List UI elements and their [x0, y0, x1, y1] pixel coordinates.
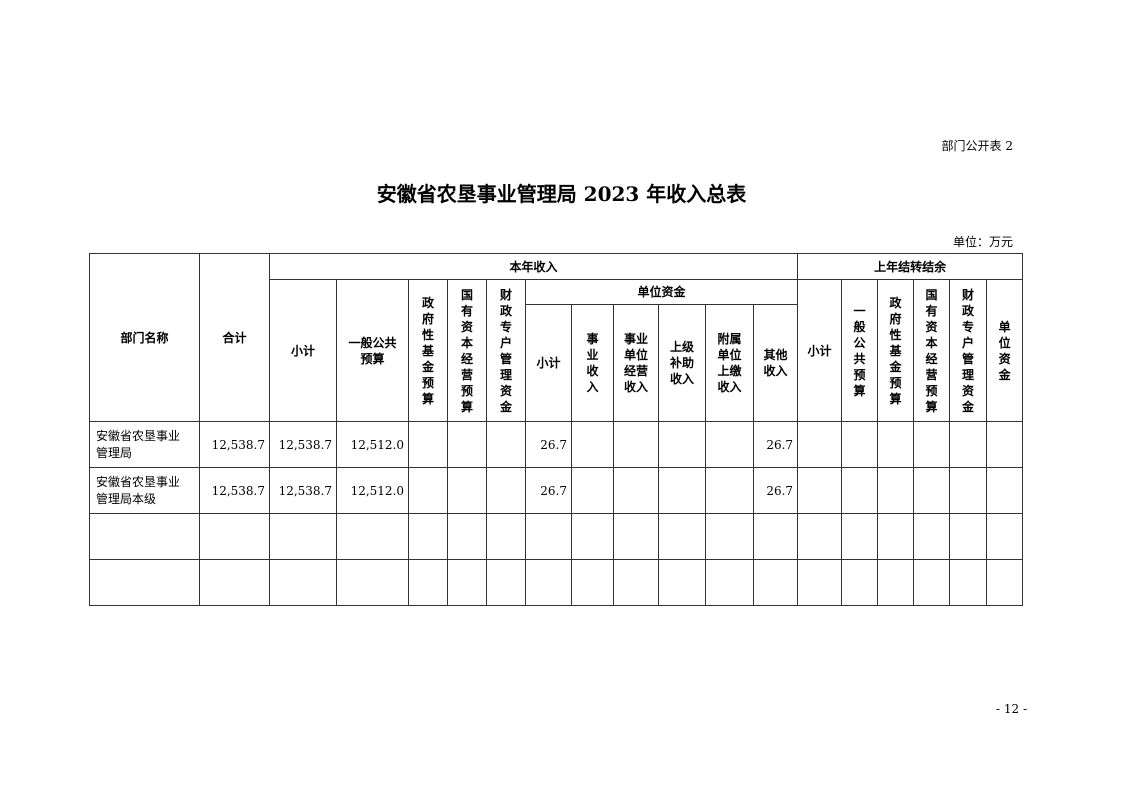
dept-name: 安徽省农垦事业 管理局: [89, 421, 200, 468]
header-uf-affiliated: 附属 单位 上缴 收入: [705, 304, 754, 422]
header-cur-special: 财 政 专 户 管 理 资 金: [486, 279, 526, 422]
uf-other: 26.7: [752, 421, 799, 468]
header-cur-gov-fund: 政 府 性 基 金 预 算: [408, 279, 448, 422]
cur-general: 12,512.0: [336, 467, 409, 514]
header-uf-subtotal: 小计: [525, 304, 572, 422]
unit-label: 单位：万元: [952, 235, 1013, 249]
header-cur-state-capital: 国 有 资 本 经 营 预 算: [447, 279, 487, 422]
table-row: 安徽省农垦事业 管理局 12,538.7 12,538.7 12,512.0 2…: [89, 421, 1024, 468]
dept-name: 安徽省农垦事业 管理局本级: [89, 467, 200, 514]
empty-row: [89, 513, 1024, 560]
header-dept-name: 部门名称: [89, 253, 200, 422]
header-uf-operating: 事业 单位 经营 收入: [613, 304, 659, 422]
page-title: 安徽省农垦事业管理局 2023 年收入总表: [376, 182, 747, 206]
uf-subtotal: 26.7: [525, 467, 572, 514]
table-number-label: 部门公开表 2: [941, 139, 1013, 153]
header-prior-carryover: 上年结转结余: [797, 253, 1024, 280]
header-cur-general: 一般公共 预算: [336, 279, 409, 422]
table-row: 安徽省农垦事业 管理局本级 12,538.7 12,538.7 12,512.0…: [89, 467, 1024, 514]
income-summary-table: 部门名称 合计 本年收入 上年结转结余 小计 一般公共 预算 政 府 性 基 金…: [89, 253, 1024, 606]
empty-row: [89, 559, 1024, 606]
uf-other: 26.7: [752, 467, 799, 514]
header-current-income: 本年收入: [268, 253, 799, 280]
cur-subtotal: 12,538.7: [269, 421, 337, 468]
header-uf-business: 事 业 收 入: [571, 304, 614, 422]
header-cur-subtotal: 小计: [269, 279, 337, 422]
header-uf-subsidy: 上级 补助 收入: [658, 304, 706, 422]
page-number: - 12 -: [995, 702, 1027, 716]
header-total: 合计: [199, 253, 270, 422]
uf-subtotal: 26.7: [525, 421, 572, 468]
cur-general: 12,512.0: [336, 421, 409, 468]
header-unit-funds: 单位资金: [524, 279, 799, 305]
total: 12,538.7: [199, 421, 270, 468]
header-pr-unit: 单 位 资 金: [986, 279, 1024, 422]
total: 12,538.7: [199, 467, 270, 514]
header-pr-subtotal: 小计: [797, 279, 843, 422]
cur-subtotal: 12,538.7: [269, 467, 337, 514]
header-pr-gov-fund: 政 府 性 基 金 预 算: [877, 279, 915, 422]
header-pr-state-capital: 国 有 资 本 经 营 预 算: [913, 279, 951, 422]
header-pr-special: 财 政 专 户 管 理 资 金: [949, 279, 988, 422]
header-pr-general: 一 般 公 共 预 算: [841, 279, 879, 422]
header-uf-other: 其他 收入: [752, 304, 799, 422]
